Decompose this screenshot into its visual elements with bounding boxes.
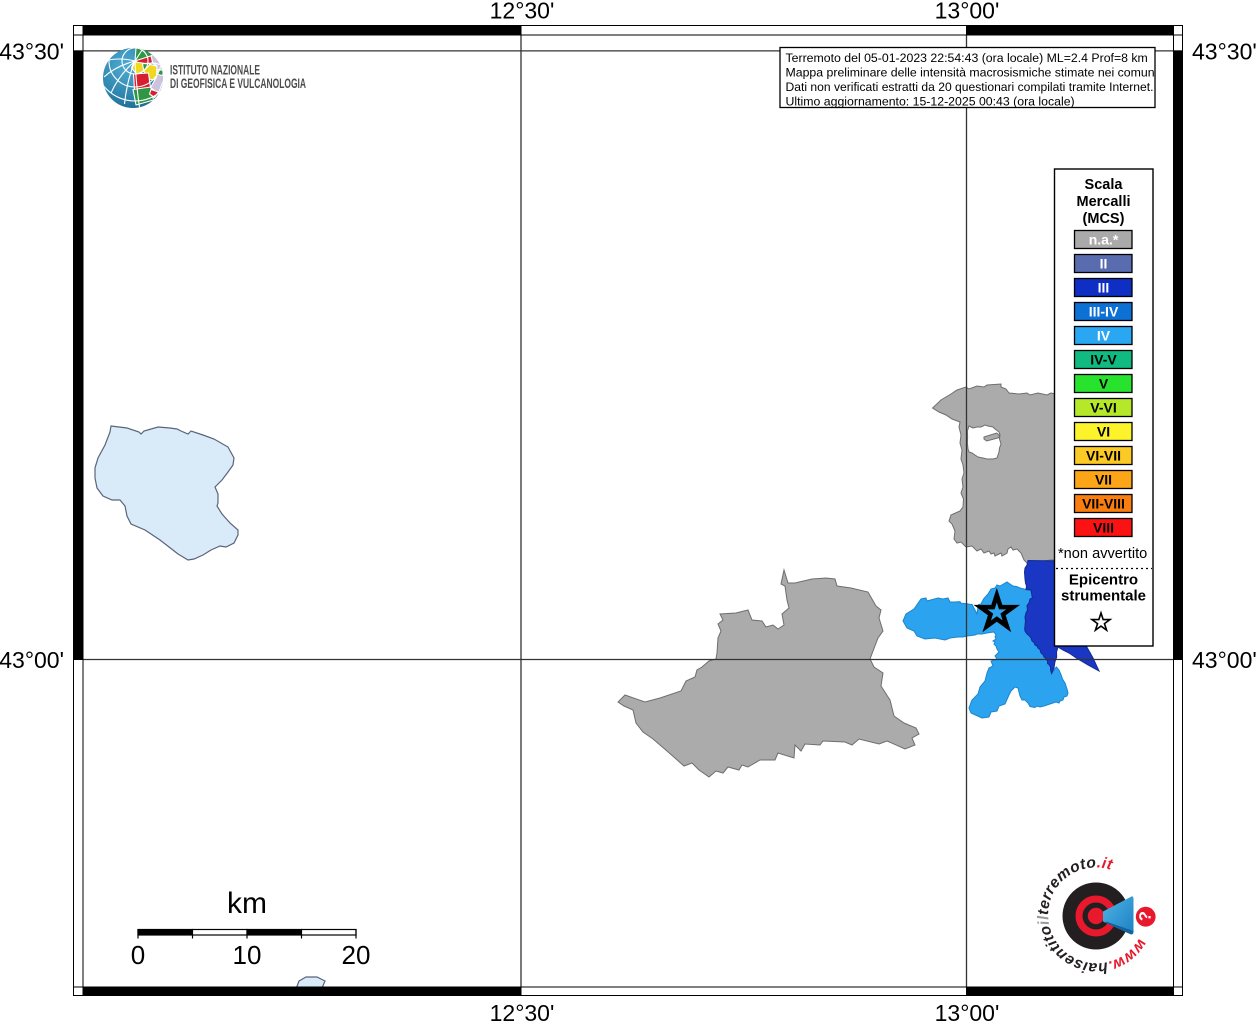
svg-text:13°00': 13°00' bbox=[935, 1000, 1000, 1024]
svg-text:V-VI: V-VI bbox=[1090, 400, 1116, 416]
svg-text:III-IV: III-IV bbox=[1089, 304, 1119, 320]
svg-text:II: II bbox=[1100, 256, 1108, 272]
svg-text:13°00': 13°00' bbox=[935, 0, 1000, 24]
svg-text:ISTITUTO NAZIONALE: ISTITUTO NAZIONALE bbox=[170, 63, 260, 78]
svg-text:Epicentro: Epicentro bbox=[1069, 572, 1138, 589]
svg-text:20: 20 bbox=[342, 940, 371, 970]
svg-text:VII: VII bbox=[1095, 472, 1112, 488]
svg-text:Ultimo aggiornamento: 15-12-20: Ultimo aggiornamento: 15-12-2025 00:43 (… bbox=[786, 95, 1075, 109]
svg-text:Dati non verificati estratti d: Dati non verificati estratti da 20 quest… bbox=[786, 80, 1154, 94]
svg-text:VI: VI bbox=[1097, 424, 1110, 440]
svg-text:12°30': 12°30' bbox=[490, 0, 555, 24]
svg-text:km: km bbox=[227, 887, 267, 920]
svg-text:V: V bbox=[1099, 376, 1109, 392]
svg-text:VII-VIII: VII-VIII bbox=[1082, 496, 1125, 512]
svg-text:Terremoto del 05-01-2023 22:54: Terremoto del 05-01-2023 22:54:43 (ora l… bbox=[786, 51, 1148, 65]
svg-text:strumentale: strumentale bbox=[1061, 588, 1146, 605]
svg-text:43°30': 43°30' bbox=[1192, 39, 1256, 65]
svg-text:IV-V: IV-V bbox=[1090, 352, 1117, 368]
svg-text:10: 10 bbox=[233, 940, 262, 970]
svg-text:DI GEOFISICA E VULCANOLOGIA: DI GEOFISICA E VULCANOLOGIA bbox=[170, 76, 306, 91]
svg-text:43°00': 43°00' bbox=[1192, 647, 1256, 673]
svg-text:IV: IV bbox=[1097, 328, 1111, 344]
svg-text:n.a.*: n.a.* bbox=[1089, 232, 1119, 248]
svg-text:III: III bbox=[1098, 280, 1110, 296]
svg-text:*non avvertito: *non avvertito bbox=[1058, 546, 1147, 562]
svg-text:VI-VII: VI-VII bbox=[1086, 448, 1121, 464]
svg-text:Mercalli: Mercalli bbox=[1077, 194, 1131, 210]
svg-text:0: 0 bbox=[131, 940, 145, 970]
svg-text:(MCS): (MCS) bbox=[1083, 211, 1125, 227]
svg-text:?: ? bbox=[1136, 911, 1155, 923]
svg-text:Mappa preliminare delle intens: Mappa preliminare delle intensità macros… bbox=[786, 66, 1158, 80]
svg-text:12°30': 12°30' bbox=[490, 1000, 555, 1024]
svg-text:43°30': 43°30' bbox=[0, 39, 64, 65]
svg-text:Scala: Scala bbox=[1085, 177, 1124, 193]
svg-text:VIII: VIII bbox=[1093, 520, 1114, 536]
svg-text:43°00': 43°00' bbox=[0, 647, 64, 673]
